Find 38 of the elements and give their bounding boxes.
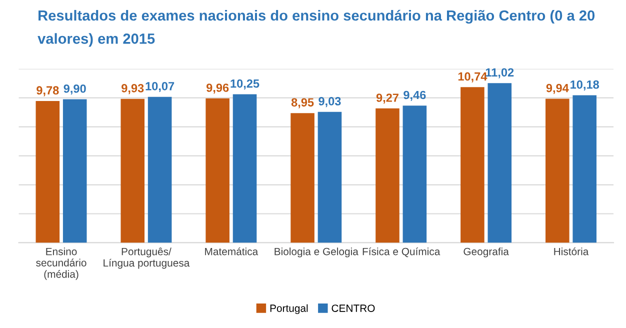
bar: [232, 94, 257, 243]
x-tick-label: Biologia e Gelogia: [274, 248, 358, 258]
chart-title: Resultados de exames nacionais do ensino secundário na Região Centro (0 a 20 valores) em 2015: [38, 10, 595, 47]
data-label: 10,74: [458, 72, 488, 82]
bar: [546, 98, 570, 243]
x-tick-label: Física e Química: [362, 247, 440, 258]
bar: [318, 112, 342, 243]
data-label: 9,96: [206, 84, 229, 94]
bar: [402, 106, 427, 243]
bar: [290, 113, 314, 243]
bar: [148, 96, 172, 243]
data-label: 9,27: [376, 94, 398, 104]
bar: [488, 83, 512, 243]
x-tick-label: Geografia: [464, 248, 509, 258]
data-label: 10,07: [146, 82, 174, 92]
data-label: 11,02: [486, 68, 514, 78]
bar: [36, 101, 60, 243]
x-tick-label: Português/ Língua portuguesa: [104, 248, 190, 269]
bar: [206, 98, 230, 243]
legend-label: Portugal: [270, 304, 308, 314]
data-label: 9,90: [64, 84, 86, 95]
data-label: 9,93: [122, 84, 144, 94]
data-label: 10,25: [230, 79, 260, 90]
data-label: 8,95: [291, 98, 314, 108]
bar: [572, 95, 596, 243]
data-label: 10,18: [570, 80, 600, 90]
x-tick-label: Matemática: [205, 247, 258, 256]
data-label: 9,03: [318, 97, 341, 108]
x-tick-label: História: [554, 247, 589, 256]
data-label: 9,78: [36, 86, 59, 96]
bar: [120, 98, 145, 243]
legend-label: CENTRO: [332, 304, 375, 312]
data-label: 9,46: [404, 90, 426, 101]
x-tick-label: Ensino secundário (média): [36, 248, 86, 280]
bar: [460, 87, 484, 243]
bar: [62, 99, 87, 243]
data-label: 9,94: [546, 84, 569, 94]
bar: [376, 108, 400, 243]
